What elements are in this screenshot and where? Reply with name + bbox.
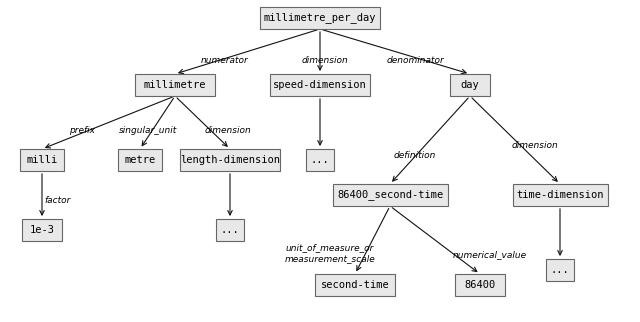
Bar	[118, 149, 162, 171]
Text: 1e-3: 1e-3	[29, 225, 54, 235]
Text: ...: ...	[221, 225, 239, 235]
Text: milli: milli	[26, 155, 58, 165]
Text: second-time: second-time	[321, 280, 389, 290]
Text: dimension: dimension	[205, 126, 252, 135]
Bar	[216, 219, 244, 241]
Bar	[22, 219, 62, 241]
Text: day: day	[461, 80, 479, 90]
Text: numerical_value: numerical_value	[453, 251, 527, 260]
Text: singular_unit: singular_unit	[119, 126, 177, 135]
Bar	[135, 74, 215, 96]
Bar	[450, 74, 490, 96]
Text: metre: metre	[124, 155, 156, 165]
Text: speed-dimension: speed-dimension	[273, 80, 367, 90]
Text: denominator: denominator	[386, 55, 444, 64]
Bar	[513, 184, 607, 206]
Bar	[180, 149, 280, 171]
Text: length-dimension: length-dimension	[180, 155, 280, 165]
Text: 86400_second-time: 86400_second-time	[337, 190, 443, 201]
Text: time-dimension: time-dimension	[516, 190, 604, 200]
Text: ...: ...	[310, 155, 330, 165]
Bar	[270, 74, 370, 96]
Bar	[315, 274, 395, 296]
Text: dimension: dimension	[301, 55, 348, 64]
Text: prefix: prefix	[69, 126, 95, 135]
Bar	[455, 274, 505, 296]
Text: dimension: dimension	[511, 140, 558, 149]
Bar	[546, 259, 574, 281]
Bar	[333, 184, 447, 206]
Text: unit_of_measure_or
measurement_scale: unit_of_measure_or measurement_scale	[285, 243, 376, 263]
Bar	[306, 149, 334, 171]
Bar	[260, 7, 380, 29]
Text: millimetre: millimetre	[144, 80, 206, 90]
Text: millimetre_per_day: millimetre_per_day	[264, 13, 376, 24]
Text: definition: definition	[394, 150, 436, 159]
Text: numerator: numerator	[201, 55, 249, 64]
Text: factor: factor	[45, 195, 71, 204]
Text: 86400: 86400	[465, 280, 495, 290]
Bar	[20, 149, 64, 171]
Text: ...: ...	[550, 265, 570, 275]
